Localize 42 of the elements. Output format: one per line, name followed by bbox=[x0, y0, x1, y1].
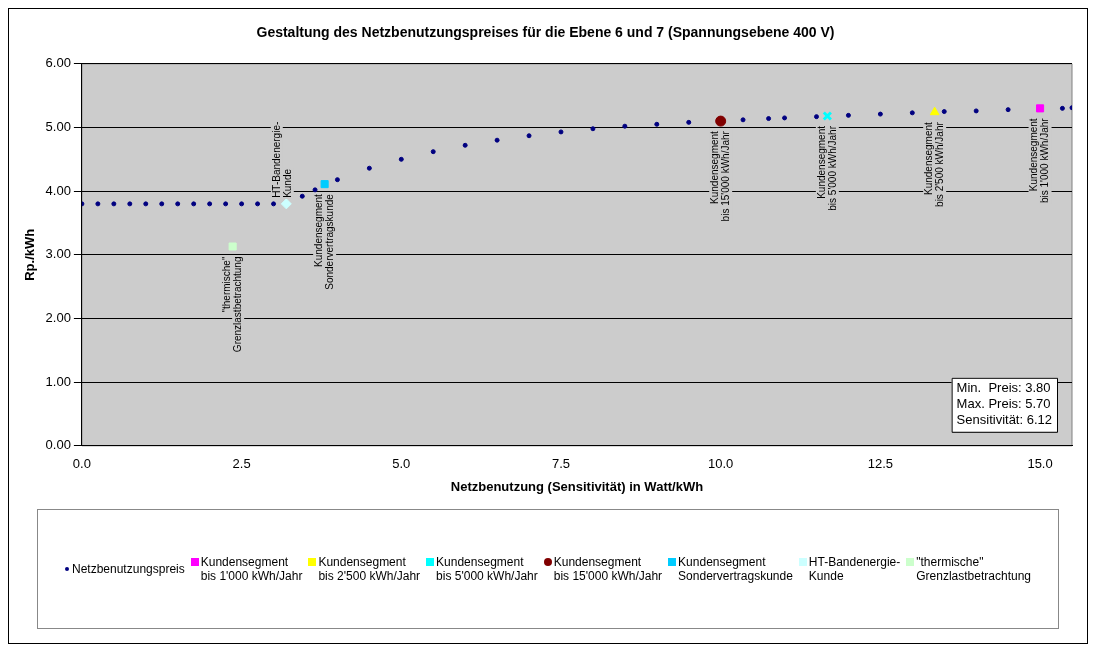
y-tick-label: 0.00 bbox=[45, 437, 71, 453]
y-tick-label: 2.00 bbox=[45, 310, 71, 326]
legend-label: Kundensegment bis 15'000 kWh/Jahr bbox=[553, 555, 663, 583]
y-tick-label: 1.00 bbox=[45, 373, 71, 389]
legend-label: "thermische" Grenzlastbetrachtung bbox=[916, 555, 1031, 583]
x-tick-label: 7.5 bbox=[551, 456, 571, 472]
x-tick-label: 5.0 bbox=[392, 456, 411, 472]
text: "thermische" Grenzlastbetrachtung bbox=[220, 256, 243, 353]
legend-label: Kundensegment bis 5'000 kWh/Jahr bbox=[436, 555, 538, 583]
y-tick-label: 5.00 bbox=[45, 119, 71, 135]
x-tick-label: 12.5 bbox=[867, 456, 894, 472]
point bbox=[320, 180, 329, 189]
annotation: Sensitivität: 6.12 bbox=[956, 411, 1052, 427]
point bbox=[280, 198, 292, 210]
chart-title: Gestaltung des Netzbenutzungspreises für die Ebene 6 und 7 (Spannungsebene 400 V) bbox=[256, 24, 835, 41]
legend-label: Kundensegment bis 1'000 kWh/Jahr bbox=[200, 555, 303, 583]
text: Kundensegment bis 1'000 kWh/Jahr bbox=[1028, 118, 1051, 204]
x-axis-title: Netzbenutzung (Sensitivität) in Watt/kWh bbox=[450, 478, 704, 494]
point bbox=[228, 242, 237, 251]
annotation: Max. Preis: 5.70 bbox=[956, 395, 1051, 411]
y-tick-label: 4.00 bbox=[45, 182, 71, 198]
annotation: Min. Preis: 3.80 bbox=[956, 379, 1051, 395]
x-tick-label: 2.5 bbox=[232, 456, 251, 472]
point bbox=[1036, 104, 1045, 113]
x-tick-label: 15.0 bbox=[1027, 456, 1053, 472]
text: HT-Bandenergie-Kunde bbox=[270, 121, 293, 198]
point bbox=[715, 115, 727, 127]
x-tick-label: 0.0 bbox=[72, 456, 91, 472]
y-tick-label: 3.00 bbox=[45, 246, 71, 262]
point bbox=[929, 106, 940, 116]
y-tick-label: 6.00 bbox=[45, 55, 71, 71]
legend-label: Kundensegment Sondervertragskunde bbox=[678, 555, 793, 583]
legend-label: Netzbenutzungspreis bbox=[72, 562, 185, 576]
text: Kundensegment bis 15'000 kWh/Jahr bbox=[708, 131, 731, 222]
point bbox=[822, 110, 833, 122]
legend-label: HT-Bandenergie-Kunde bbox=[808, 555, 901, 583]
y-axis-title: Rp./kWh bbox=[22, 228, 38, 281]
legend-label: Kundensegment bis 2'500 kWh/Jahr bbox=[318, 555, 421, 583]
text: Kundensegment bis 2'500 kWh/Jahr bbox=[922, 122, 945, 207]
text: Kundensegment bis 5'000 kWh/Jahr bbox=[815, 126, 838, 211]
x-tick-label: 10.0 bbox=[708, 456, 734, 472]
text: Kundensegment Sondervertragskunde bbox=[312, 194, 335, 290]
